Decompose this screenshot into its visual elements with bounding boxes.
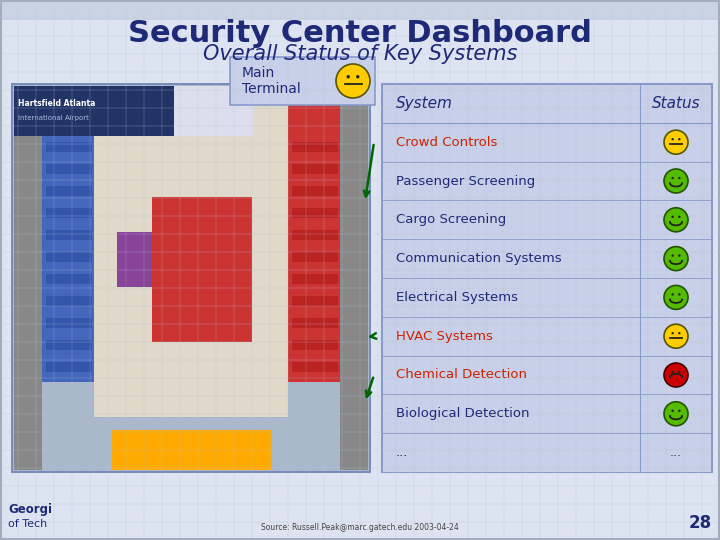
Text: Status: Status — [652, 96, 701, 111]
Text: of Tech: of Tech — [8, 519, 48, 529]
FancyBboxPatch shape — [292, 186, 338, 196]
FancyBboxPatch shape — [46, 208, 92, 218]
FancyBboxPatch shape — [292, 164, 338, 174]
Text: Electrical Systems: Electrical Systems — [396, 291, 518, 304]
Text: Source: Russell.Peak@marc.gatech.edu 2003-04-24: Source: Russell.Peak@marc.gatech.edu 200… — [261, 523, 459, 532]
Circle shape — [664, 247, 688, 271]
FancyBboxPatch shape — [383, 434, 711, 471]
Circle shape — [678, 138, 680, 140]
FancyBboxPatch shape — [46, 318, 92, 328]
Text: International Airport: International Airport — [18, 115, 89, 121]
Circle shape — [678, 215, 680, 218]
Text: ...: ... — [396, 446, 408, 459]
Text: Georgi: Georgi — [8, 503, 52, 516]
Text: ...: ... — [670, 446, 682, 459]
FancyBboxPatch shape — [383, 317, 711, 355]
FancyBboxPatch shape — [5, 497, 95, 535]
FancyBboxPatch shape — [12, 84, 370, 472]
Circle shape — [678, 293, 680, 295]
Text: HVAC Systems: HVAC Systems — [396, 330, 493, 343]
Circle shape — [678, 410, 680, 412]
Circle shape — [672, 410, 674, 412]
FancyBboxPatch shape — [383, 395, 711, 433]
FancyBboxPatch shape — [292, 208, 338, 218]
FancyBboxPatch shape — [382, 84, 712, 472]
FancyBboxPatch shape — [292, 296, 338, 306]
Circle shape — [664, 402, 688, 426]
FancyBboxPatch shape — [46, 296, 92, 306]
FancyBboxPatch shape — [292, 274, 338, 284]
Circle shape — [664, 286, 688, 309]
Circle shape — [678, 177, 680, 179]
Circle shape — [672, 215, 674, 218]
FancyBboxPatch shape — [46, 142, 92, 152]
Text: Passenger Screening: Passenger Screening — [396, 174, 535, 187]
FancyBboxPatch shape — [14, 86, 174, 136]
FancyBboxPatch shape — [230, 57, 375, 105]
FancyBboxPatch shape — [383, 356, 711, 394]
Circle shape — [672, 177, 674, 179]
FancyBboxPatch shape — [292, 340, 338, 350]
Text: 28: 28 — [689, 514, 712, 532]
FancyBboxPatch shape — [383, 201, 711, 239]
FancyBboxPatch shape — [292, 142, 338, 152]
FancyBboxPatch shape — [288, 89, 340, 382]
Circle shape — [672, 293, 674, 295]
Circle shape — [678, 332, 680, 334]
FancyBboxPatch shape — [292, 252, 338, 262]
FancyBboxPatch shape — [117, 232, 152, 287]
FancyBboxPatch shape — [46, 164, 92, 174]
FancyBboxPatch shape — [46, 362, 92, 372]
Text: Security Center Dashboard: Security Center Dashboard — [128, 18, 592, 48]
Circle shape — [672, 371, 674, 373]
FancyBboxPatch shape — [174, 86, 254, 136]
Text: Biological Detection: Biological Detection — [396, 407, 529, 420]
FancyBboxPatch shape — [383, 240, 711, 278]
Circle shape — [346, 75, 350, 78]
Circle shape — [664, 324, 688, 348]
Text: System: System — [396, 96, 453, 111]
FancyBboxPatch shape — [46, 340, 92, 350]
Circle shape — [664, 169, 688, 193]
Circle shape — [664, 208, 688, 232]
Text: Chemical Detection: Chemical Detection — [396, 368, 527, 381]
Circle shape — [336, 64, 370, 98]
Circle shape — [664, 130, 688, 154]
Text: Overall Status of Key Systems: Overall Status of Key Systems — [203, 44, 517, 64]
FancyBboxPatch shape — [0, 0, 720, 20]
Circle shape — [672, 332, 674, 334]
Text: Communication Systems: Communication Systems — [396, 252, 562, 265]
Circle shape — [672, 138, 674, 140]
FancyBboxPatch shape — [340, 86, 368, 470]
FancyBboxPatch shape — [383, 162, 711, 200]
FancyBboxPatch shape — [292, 362, 338, 372]
Circle shape — [678, 254, 680, 257]
Circle shape — [356, 75, 359, 78]
Circle shape — [664, 363, 688, 387]
FancyBboxPatch shape — [46, 274, 92, 284]
Text: Main
Terminal: Main Terminal — [242, 66, 301, 96]
FancyBboxPatch shape — [46, 252, 92, 262]
FancyBboxPatch shape — [94, 89, 288, 417]
FancyBboxPatch shape — [42, 89, 94, 382]
FancyBboxPatch shape — [112, 430, 272, 470]
FancyBboxPatch shape — [292, 230, 338, 240]
FancyBboxPatch shape — [152, 197, 252, 342]
Text: Hartsfield Atlanta: Hartsfield Atlanta — [18, 99, 95, 109]
Circle shape — [678, 371, 680, 373]
FancyBboxPatch shape — [14, 86, 42, 470]
FancyBboxPatch shape — [46, 230, 92, 240]
FancyBboxPatch shape — [383, 123, 711, 161]
FancyBboxPatch shape — [46, 186, 92, 196]
Text: Crowd Controls: Crowd Controls — [396, 136, 498, 148]
Circle shape — [672, 254, 674, 257]
Text: Cargo Screening: Cargo Screening — [396, 213, 506, 226]
FancyBboxPatch shape — [383, 279, 711, 316]
FancyBboxPatch shape — [292, 318, 338, 328]
